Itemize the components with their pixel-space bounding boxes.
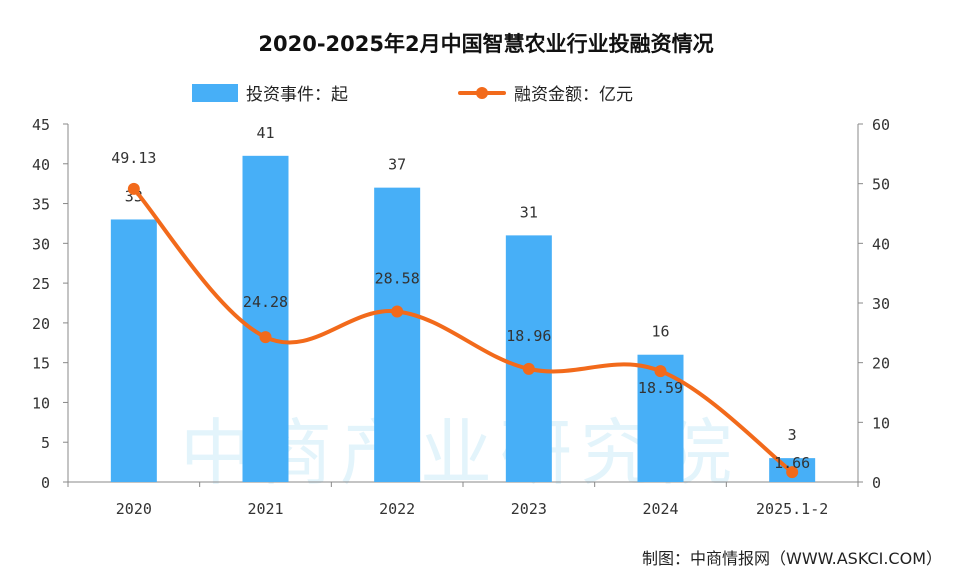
line-point: [522, 362, 535, 375]
line-label: 49.13: [111, 149, 156, 167]
bar: [242, 155, 289, 483]
x-tick-label: 2024: [642, 500, 678, 518]
left-tick-label: 30: [32, 235, 50, 253]
x-tick-label: 2023: [511, 500, 547, 518]
line-series: [132, 187, 794, 474]
x-tick-label: 2021: [247, 500, 283, 518]
bar-label: 37: [388, 156, 406, 174]
left-tick-label: 25: [32, 275, 50, 293]
left-tick-label: 20: [32, 315, 50, 333]
bar: [505, 235, 552, 482]
bar-label: 16: [651, 323, 669, 341]
right-tick-label: 40: [872, 235, 890, 253]
bar: [374, 187, 421, 482]
line-label: 28.58: [375, 269, 420, 287]
source-footer: 制图：中商情报网（WWW.ASKCI.COM）: [642, 549, 942, 568]
right-tick-label: 10: [872, 414, 890, 432]
bar-label: 31: [520, 203, 538, 221]
legend-line: 融资金额：亿元: [458, 80, 633, 105]
x-tick-label: 2020: [116, 500, 152, 518]
line-point: [654, 365, 667, 378]
bar: [110, 219, 157, 482]
right-tick-label: 0: [872, 474, 881, 492]
line-point: [786, 466, 799, 479]
line-point: [259, 331, 272, 344]
line-label: 18.59: [638, 379, 683, 397]
bar-label: 41: [256, 124, 274, 142]
left-tick-label: 15: [32, 355, 50, 373]
legend-line-label: 融资金额：亿元: [514, 85, 633, 105]
x-tick-label: 2022: [379, 500, 415, 518]
chart-title: 2020-2025年2月中国智慧农业行业投融资情况: [258, 32, 714, 56]
line-point: [127, 182, 140, 195]
legend-bar: 投资事件：起: [192, 80, 348, 105]
left-tick-label: 0: [41, 474, 50, 492]
left-tick-label: 10: [32, 394, 50, 412]
line-label: 1.66: [774, 454, 810, 472]
line-label: 18.96: [506, 327, 551, 345]
left-tick-label: 35: [32, 196, 50, 214]
left-tick-label: 5: [41, 434, 50, 452]
legend-bar-swatch: [192, 83, 238, 102]
right-tick-label: 30: [872, 295, 890, 313]
left-tick-label: 40: [32, 156, 50, 174]
line-point: [391, 305, 404, 318]
right-tick-label: 20: [872, 355, 890, 373]
x-tick-label: 2025.1-2: [756, 500, 828, 518]
right-tick-label: 60: [872, 116, 890, 134]
left-tick-label: 45: [32, 116, 50, 134]
right-tick-label: 50: [872, 176, 890, 194]
legend-bar-label: 投资事件：起: [246, 85, 348, 105]
bar-label: 3: [788, 426, 797, 444]
legend-line-swatch: [458, 84, 506, 102]
line-label: 24.28: [243, 293, 288, 311]
